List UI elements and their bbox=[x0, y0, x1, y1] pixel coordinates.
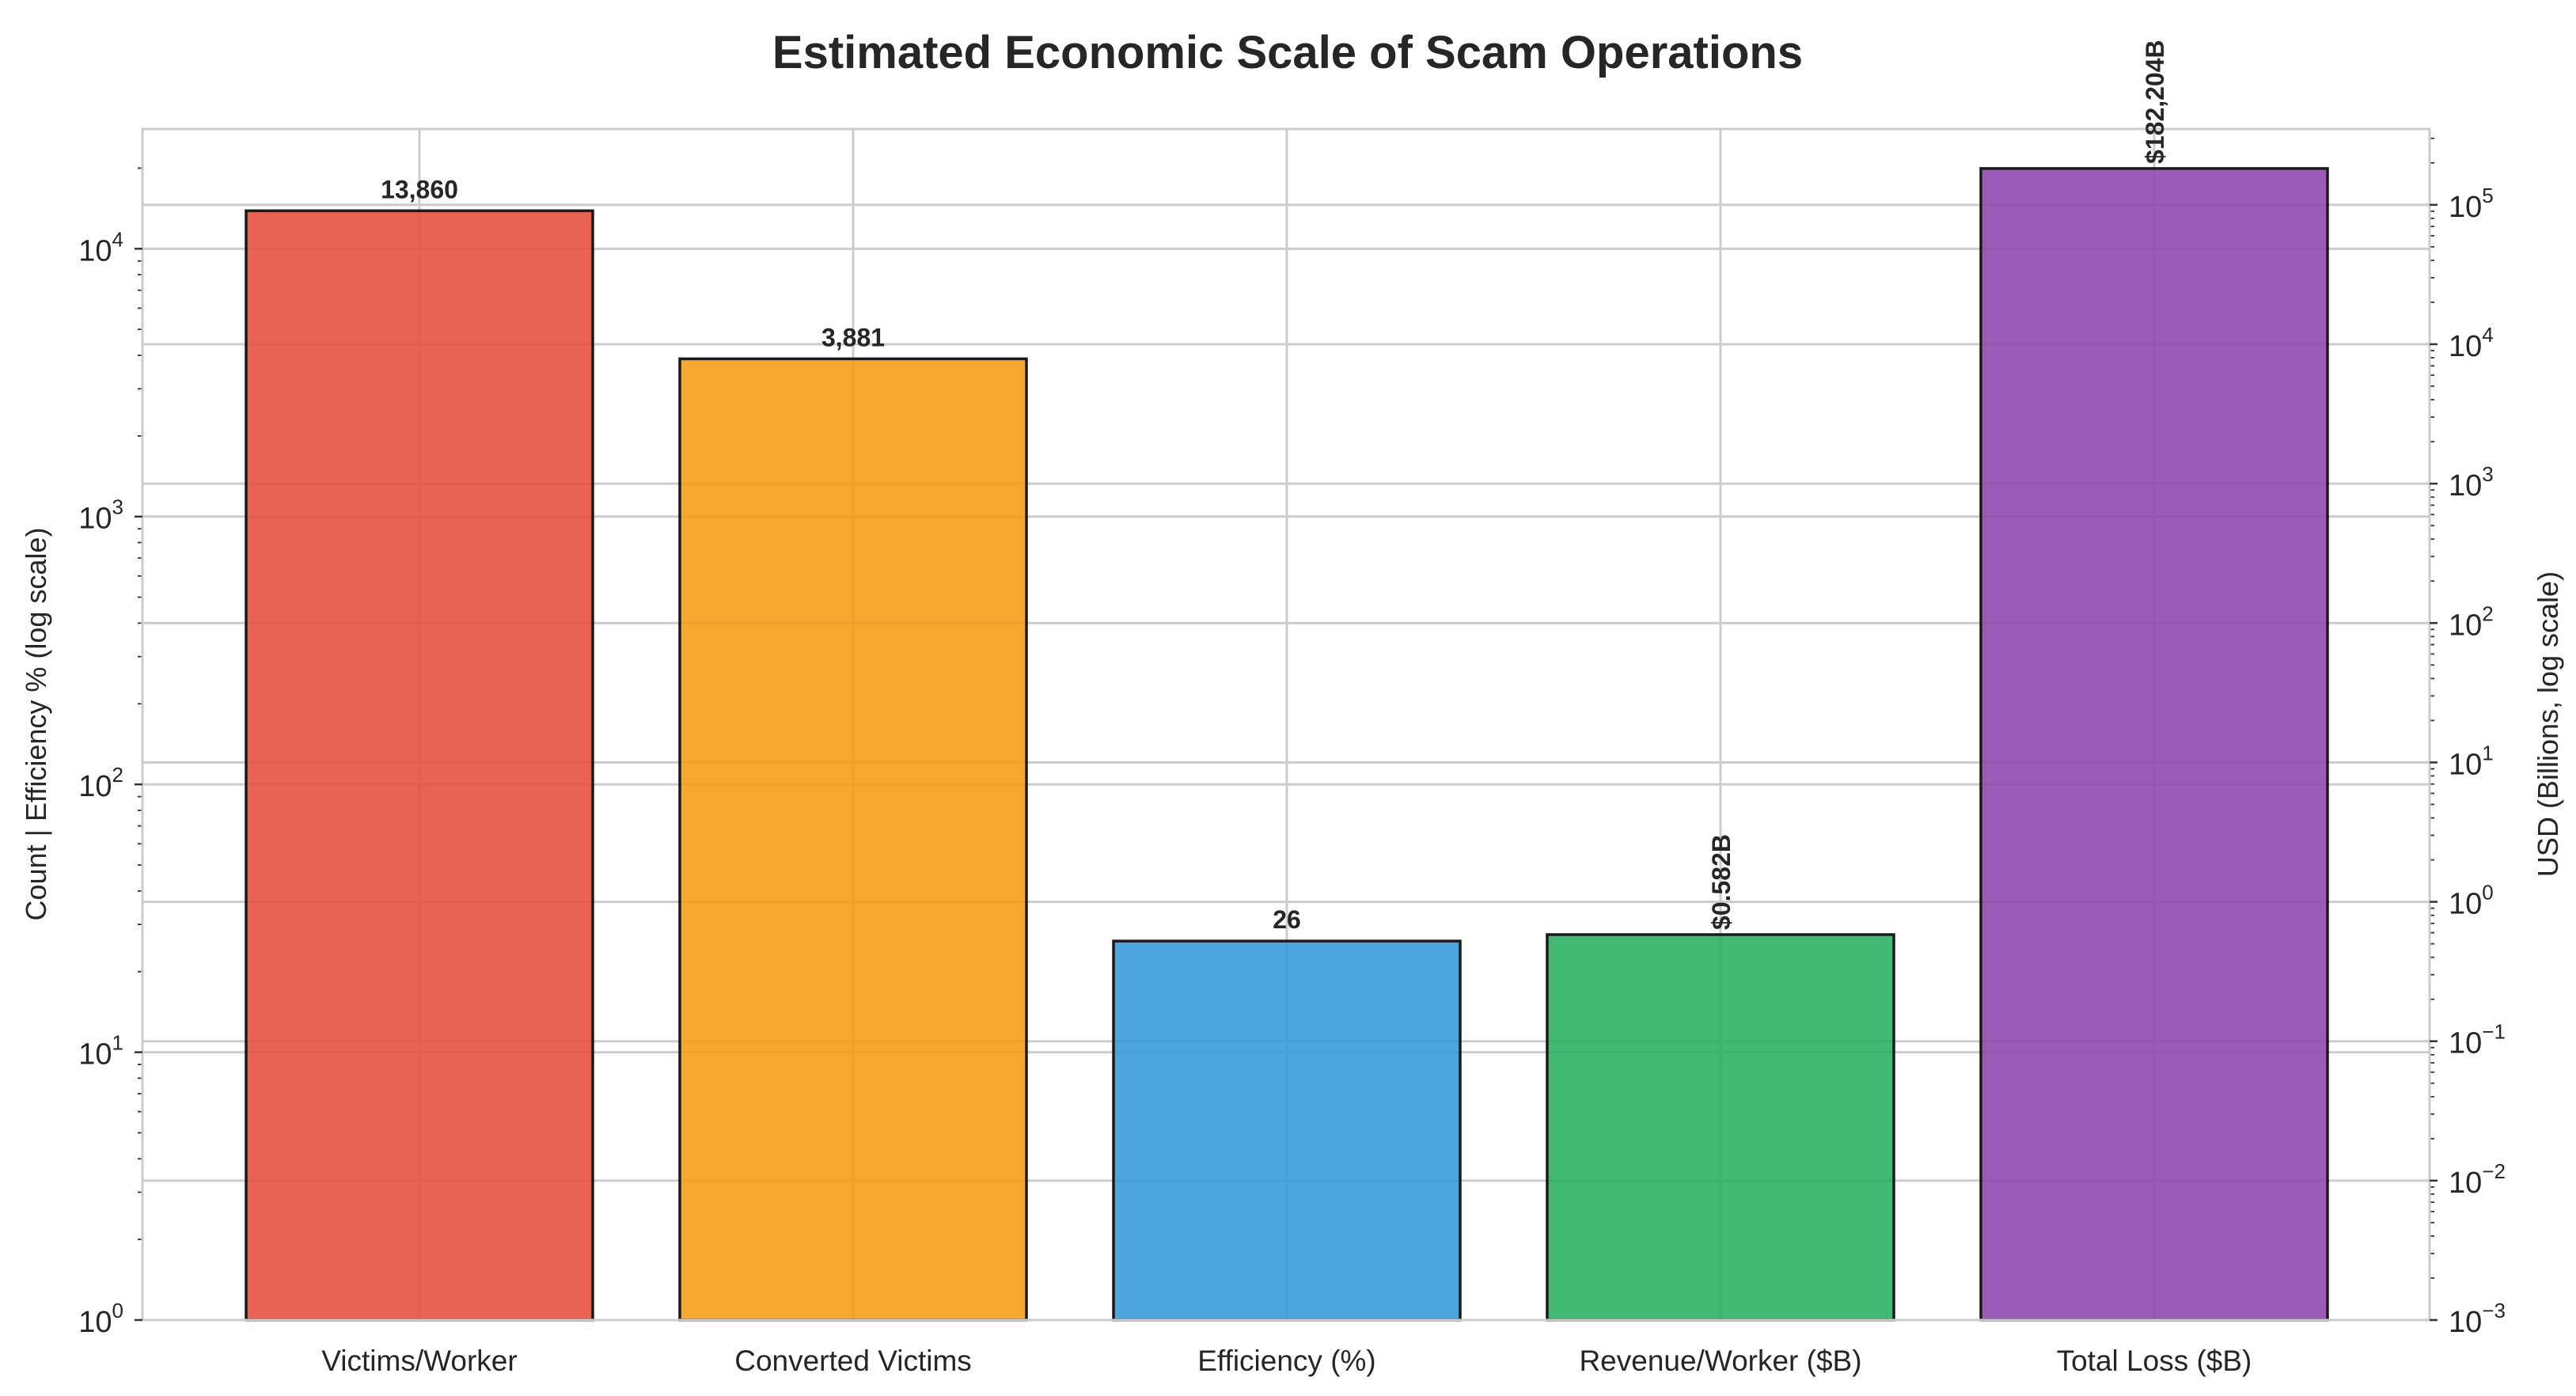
right-tick-label: 101 bbox=[2449, 741, 2494, 781]
x-tick-label: Efficiency (%) bbox=[1197, 1345, 1376, 1377]
bar-value-labels: 13,860 3,881 26 $0.582B $182,204B bbox=[381, 40, 2169, 934]
bar bbox=[678, 357, 1028, 1322]
bar bbox=[245, 209, 594, 1322]
bar-value-label: 13,860 bbox=[381, 175, 458, 203]
x-tick-label: Revenue/Worker ($B) bbox=[1579, 1345, 1861, 1377]
right-tick-label: 104 bbox=[2449, 323, 2494, 363]
y-axis-right-label: USD (Billions, log scale) bbox=[2532, 571, 2564, 877]
right-tick-label: 100 bbox=[2449, 881, 2494, 921]
bar-value-label: 26 bbox=[1273, 905, 1301, 934]
x-tick-label: Converted Victims bbox=[734, 1345, 972, 1377]
bar bbox=[1112, 939, 1462, 1322]
right-tick-label: 105 bbox=[2449, 184, 2494, 224]
right-tick-label: 10−3 bbox=[2449, 1299, 2506, 1339]
bar bbox=[1546, 933, 1895, 1322]
left-tick-label: 101 bbox=[78, 1031, 123, 1072]
left-tick-label: 100 bbox=[78, 1299, 123, 1339]
right-tick-label: 103 bbox=[2449, 462, 2494, 503]
left-tick-label: 103 bbox=[78, 495, 123, 536]
y-axis-left-label: Count | Efficiency % (log scale) bbox=[20, 528, 52, 921]
plot-frame bbox=[141, 127, 2431, 1322]
right-tick-label: 10−2 bbox=[2449, 1159, 2506, 1200]
x-tick-labels: Victims/Worker Converted Victims Efficienc… bbox=[321, 1345, 2252, 1377]
tick-labels: 100 101 102 103 104 10−3 10−2 10−1 100 101 102 103 1… bbox=[78, 184, 2506, 1339]
x-tick-label: Total Loss ($B) bbox=[2057, 1345, 2252, 1377]
right-tick-label: 102 bbox=[2449, 601, 2494, 642]
bar bbox=[1979, 167, 2329, 1322]
chart-title: Estimated Economic Scale of Scam Operati… bbox=[772, 27, 1803, 78]
bar-value-label: $0.582B bbox=[1707, 834, 1736, 930]
bar-value-label: $182,204B bbox=[2141, 40, 2169, 164]
right-tick-label: 10−1 bbox=[2449, 1020, 2506, 1060]
left-tick-label: 104 bbox=[78, 227, 123, 267]
bar-value-label: 3,881 bbox=[821, 323, 885, 351]
left-tick-label: 102 bbox=[78, 763, 123, 803]
x-tick-label: Victims/Worker bbox=[321, 1345, 517, 1377]
